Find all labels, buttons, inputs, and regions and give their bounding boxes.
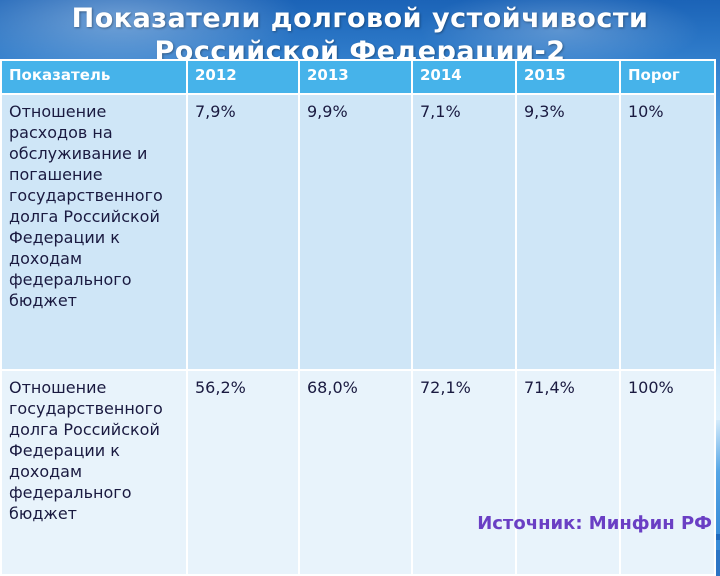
source-note: Источник: Минфин РФ: [477, 513, 712, 534]
debt-indicators-table: Показатель 2012 2013 2014 2015 Порог Отн…: [0, 59, 716, 576]
table-cell-indicator: Отношение расходов на обслуживание и пог…: [0, 93, 188, 371]
column-header-2012: 2012: [186, 59, 300, 95]
table-cell-indicator: Отношение государственного долга Российс…: [0, 369, 188, 576]
column-header-2014: 2014: [411, 59, 517, 95]
table-header-row: Показатель 2012 2013 2014 2015 Порог: [0, 59, 716, 95]
column-header-2015: 2015: [515, 59, 621, 95]
table-cell: 68,0%: [298, 369, 413, 576]
table-cell: 71,4%: [515, 369, 621, 576]
table-cell: 7,9%: [186, 93, 300, 371]
table-cell: 9,9%: [298, 93, 413, 371]
table-cell: 56,2%: [186, 369, 300, 576]
table-cell: 9,3%: [515, 93, 621, 371]
table-cell: 10%: [619, 93, 716, 371]
table-cell: 7,1%: [411, 93, 517, 371]
table-cell: 72,1%: [411, 369, 517, 576]
column-header-2013: 2013: [298, 59, 413, 95]
table-row: Отношение расходов на обслуживание и пог…: [0, 93, 716, 371]
table-row: Отношение государственного долга Российс…: [0, 369, 716, 576]
column-header-indicator: Показатель: [0, 59, 188, 95]
table-cell: 100%: [619, 369, 716, 576]
column-header-threshold: Порог: [619, 59, 716, 95]
